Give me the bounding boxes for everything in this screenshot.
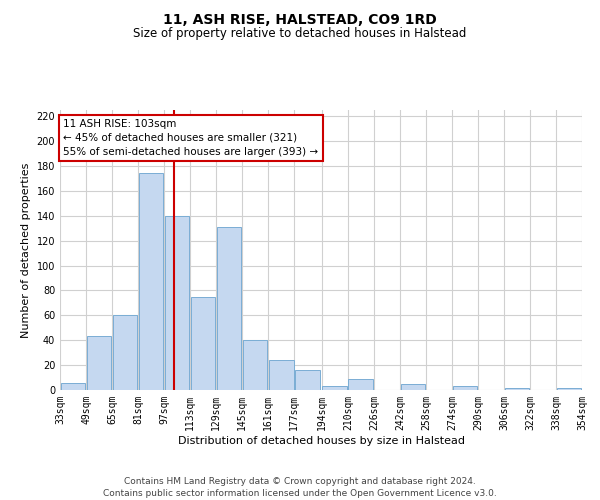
Y-axis label: Number of detached properties: Number of detached properties [21, 162, 31, 338]
Bar [217, 227, 241, 390]
Bar [349, 379, 373, 390]
Bar [452, 386, 477, 390]
Text: 11 ASH RISE: 103sqm
← 45% of detached houses are smaller (321)
55% of semi-detac: 11 ASH RISE: 103sqm ← 45% of detached ho… [63, 118, 319, 156]
X-axis label: Distribution of detached houses by size in Halstead: Distribution of detached houses by size … [178, 436, 464, 446]
Bar [322, 386, 347, 390]
Bar [505, 388, 529, 390]
Bar [61, 382, 85, 390]
Bar [557, 388, 581, 390]
Bar [113, 316, 137, 390]
Text: 11, ASH RISE, HALSTEAD, CO9 1RD: 11, ASH RISE, HALSTEAD, CO9 1RD [163, 12, 437, 26]
Bar [191, 296, 215, 390]
Bar [243, 340, 268, 390]
Bar [139, 174, 163, 390]
Text: Contains public sector information licensed under the Open Government Licence v3: Contains public sector information licen… [103, 489, 497, 498]
Bar [86, 336, 112, 390]
Bar [165, 216, 190, 390]
Text: Contains HM Land Registry data © Crown copyright and database right 2024.: Contains HM Land Registry data © Crown c… [124, 478, 476, 486]
Bar [401, 384, 425, 390]
Bar [295, 370, 320, 390]
Text: Size of property relative to detached houses in Halstead: Size of property relative to detached ho… [133, 28, 467, 40]
Bar [269, 360, 293, 390]
